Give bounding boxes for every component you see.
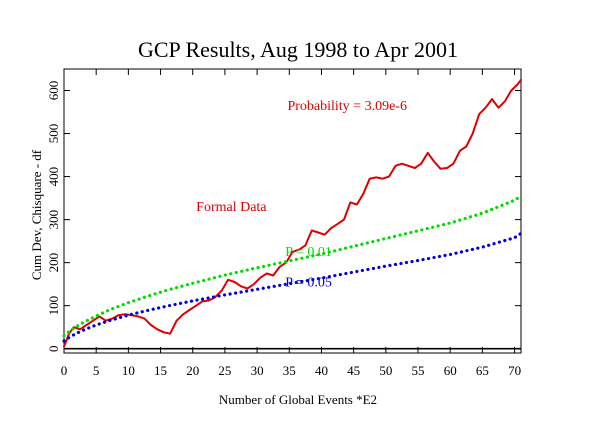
x-tick-label: 20 bbox=[186, 363, 199, 378]
x-tick-label: 0 bbox=[61, 363, 68, 378]
x-tick-label: 35 bbox=[283, 363, 296, 378]
y-tick-label: 100 bbox=[46, 296, 61, 316]
annotation-label: P = 0.01 bbox=[285, 245, 332, 260]
annotation-label: P = 0.05 bbox=[285, 275, 332, 290]
x-tick-label: 50 bbox=[379, 363, 392, 378]
y-tick-label: 500 bbox=[46, 124, 61, 144]
x-tick-label: 60 bbox=[444, 363, 457, 378]
y-tick-label: 400 bbox=[46, 167, 61, 187]
series-line-formal-data bbox=[63, 78, 522, 348]
y-tick-label: 300 bbox=[46, 210, 61, 230]
x-tick-label: 10 bbox=[122, 363, 135, 378]
x-tick-label: 70 bbox=[508, 363, 521, 378]
annotation-label: Formal Data bbox=[196, 200, 267, 215]
x-axis-label: Number of Global Events *E2 bbox=[219, 392, 377, 407]
x-tick-label: 40 bbox=[315, 363, 328, 378]
y-tick-label: 600 bbox=[46, 81, 61, 101]
y-tick-label: 0 bbox=[46, 345, 61, 352]
x-tick-label: 45 bbox=[347, 363, 360, 378]
x-tick-label: 15 bbox=[154, 363, 167, 378]
chart-title: GCP Results, Aug 1998 to Apr 2001 bbox=[138, 37, 458, 62]
plot-frame bbox=[63, 68, 522, 354]
y-tick-label: 200 bbox=[46, 253, 61, 273]
x-tick-label: 30 bbox=[251, 363, 264, 378]
series-line-p-0-01 bbox=[62, 194, 523, 338]
y-axis-label: Cum Dev, Chisquare - df bbox=[29, 149, 44, 280]
x-tick-label: 65 bbox=[476, 363, 489, 378]
x-tick-label: 5 bbox=[93, 363, 100, 378]
annotation-label: Probability = 3.09e-6 bbox=[287, 99, 407, 114]
series-line-p-0-05 bbox=[62, 231, 523, 343]
x-tick-label: 55 bbox=[412, 363, 425, 378]
x-tick-label: 25 bbox=[218, 363, 231, 378]
plot-area: 0 5 10 15 20 25 30 35 40 45 50 55 60 65 70 0 100 200 300 40… bbox=[46, 68, 523, 378]
